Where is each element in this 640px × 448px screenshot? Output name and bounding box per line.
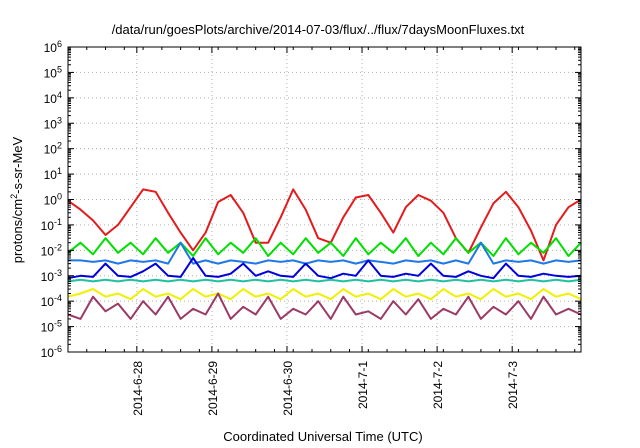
series-line-3 (68, 241, 582, 265)
x-tick-label: 2014-7-2 (431, 361, 445, 409)
y-tick-label: 101 (44, 166, 62, 182)
y-tick-label: 106 (44, 39, 62, 55)
y-tick-label: 102 (44, 141, 62, 157)
y-axis-label-superscript: 2 (9, 194, 19, 199)
y-tick-label: 10-4 (41, 293, 62, 309)
y-tick-label: 10-1 (41, 217, 62, 233)
y-tick-label: 10-5 (41, 319, 62, 335)
x-axis-label: Coordinated Universal Time (UTC) (223, 429, 422, 444)
y-tick-label: 10-3 (41, 268, 62, 284)
x-tick-label: 2014-6-28 (131, 361, 145, 416)
y-tick-label: 10-2 (41, 242, 62, 258)
x-tick-label: 2014-6-30 (281, 361, 295, 416)
x-tick-label: 2014-6-29 (206, 361, 220, 416)
y-tick-label: 10-6 (41, 344, 62, 360)
y-tick-label: 105 (44, 64, 62, 80)
y-tick-label: 100 (44, 192, 62, 208)
y-tick-layer: 10-6 10-5 10-4 10-3 10-2 10-1 100 101 102 103 104 1… (41, 39, 581, 360)
series-line-5 (67, 278, 582, 283)
x-tick-layer: 2014-6-28 2014-6-29 2014-6-30 2014-7-1 2014-… (86, 47, 576, 416)
x-tick-label: 2014-7-3 (506, 361, 520, 409)
y-tick-label: 104 (44, 90, 62, 106)
series-line-6 (67, 288, 582, 301)
series-layer (67, 188, 582, 320)
y-tick-label: 103 (44, 115, 62, 131)
series-line-2 (67, 237, 582, 257)
grid-layer (68, 47, 581, 352)
y-axis-label: protons/cm2-s-sr-MeV (9, 136, 25, 263)
series-line-1 (67, 188, 582, 262)
x-tick-label: 2014-7-1 (356, 361, 370, 409)
chart-title: /data/run/goesPlots/archive/2014-07-03/f… (112, 22, 525, 37)
series-line-4 (67, 257, 582, 280)
series-line-7 (67, 292, 582, 320)
